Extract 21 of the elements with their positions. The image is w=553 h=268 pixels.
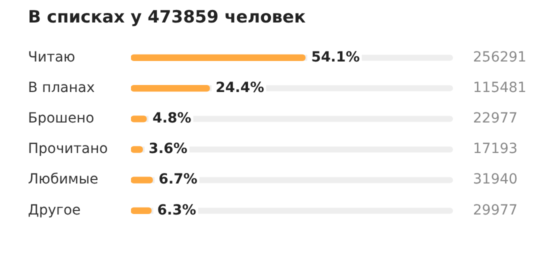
text: 115481 xyxy=(473,80,526,96)
y-tick-label: Брошено xyxy=(28,110,94,127)
y-tick-label: Другое xyxy=(28,202,81,218)
text: 29977 xyxy=(473,202,518,218)
data-label: 4.8% xyxy=(152,110,192,127)
chart-title: В списках у 473859 человек xyxy=(28,8,306,28)
data-label: 3.6% xyxy=(148,141,188,158)
bar xyxy=(131,176,153,184)
y-tick-label: Любимые xyxy=(28,172,98,188)
text: 31940 xyxy=(473,172,518,188)
data-label: 54.1% xyxy=(311,49,360,66)
y-tick-label: В планах xyxy=(28,80,95,96)
y-tick-label: Прочитано xyxy=(28,141,108,158)
data-label: 24.4% xyxy=(216,80,264,96)
y-tick-label: Читаю xyxy=(28,49,76,66)
bar xyxy=(131,84,210,92)
data-label: 6.7% xyxy=(158,172,198,188)
text: 17193 xyxy=(473,141,518,158)
text: 22977 xyxy=(473,110,518,127)
text: 256291 xyxy=(473,49,526,66)
data-label: 6.3% xyxy=(157,202,196,218)
